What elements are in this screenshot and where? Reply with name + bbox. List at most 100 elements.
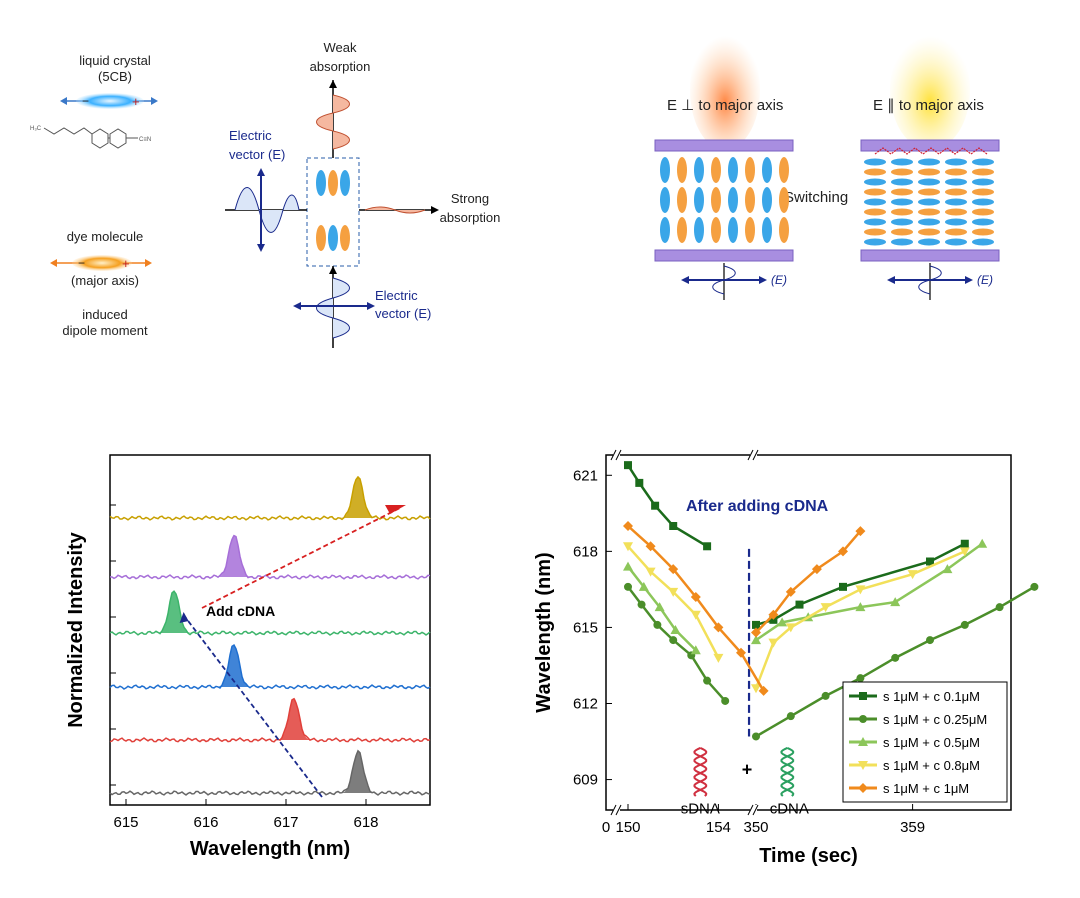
spectrum-peak bbox=[154, 591, 194, 633]
data-point bbox=[926, 557, 934, 566]
y-axis-label: Normalized Intensity bbox=[65, 531, 87, 727]
strong-absorption-label-2: absorption bbox=[439, 210, 501, 225]
spectrum-line bbox=[109, 644, 431, 690]
data-point bbox=[890, 597, 901, 607]
lc-molecule bbox=[694, 157, 704, 183]
y-tick-label: 612 bbox=[573, 696, 598, 713]
lc-molecule bbox=[918, 198, 940, 206]
lc-molecule bbox=[972, 208, 994, 216]
lc-molecule bbox=[762, 217, 772, 243]
plus-sign: + bbox=[742, 759, 753, 779]
legend-label: s 1μM + c 0.1μM bbox=[883, 689, 980, 704]
data-point bbox=[669, 522, 678, 530]
data-point bbox=[768, 609, 779, 620]
lc-molecule bbox=[745, 187, 755, 213]
lc-molecule bbox=[918, 168, 940, 176]
data-point bbox=[820, 603, 831, 613]
data-point bbox=[891, 653, 900, 662]
lc-molecule bbox=[711, 187, 721, 213]
data-point bbox=[811, 564, 822, 575]
lc-molecule bbox=[660, 187, 670, 213]
data-point bbox=[653, 620, 662, 629]
y-tick-label: 609 bbox=[573, 772, 598, 789]
data-point bbox=[855, 602, 866, 612]
after-cdna-annotation: After adding cDNA bbox=[686, 498, 829, 515]
lc-molecule bbox=[745, 217, 755, 243]
data-point bbox=[638, 581, 649, 591]
lc-molecule bbox=[864, 228, 886, 236]
lc-molecule bbox=[945, 168, 967, 176]
data-point bbox=[645, 567, 656, 577]
lc-molecule bbox=[891, 168, 913, 176]
lc-sub-label: (5CB) bbox=[98, 69, 132, 84]
data-point bbox=[751, 684, 761, 694]
lc-molecule bbox=[918, 178, 940, 186]
lc-molecule bbox=[677, 187, 687, 213]
switching-label: Switching bbox=[784, 189, 849, 206]
axis-break bbox=[752, 804, 759, 816]
data-point bbox=[751, 627, 761, 638]
mol-h-label: H₃C bbox=[30, 126, 42, 132]
y-tick-label: 621 bbox=[573, 467, 598, 484]
spectrum-peak bbox=[214, 645, 254, 687]
lc-molecule bbox=[891, 228, 913, 236]
series-line bbox=[755, 530, 862, 634]
strong-absorption-label-1: Strong bbox=[450, 191, 490, 206]
data-point bbox=[624, 461, 632, 470]
legend-label: s 1μM + c 0.5μM bbox=[883, 735, 980, 750]
lc-molecule bbox=[972, 218, 994, 226]
axis-break-mask bbox=[613, 450, 620, 460]
y-tick-label: 618 bbox=[573, 543, 598, 560]
lc-cell-perp: (E) bbox=[654, 139, 794, 300]
dipole-label: dipole moment bbox=[62, 323, 148, 338]
blue-dashed-arrow bbox=[182, 614, 323, 798]
y-tick-label: 615 bbox=[573, 619, 598, 636]
data-point bbox=[858, 737, 868, 746]
data-point bbox=[1030, 582, 1039, 591]
data-point bbox=[751, 635, 761, 645]
lc-molecule bbox=[891, 178, 913, 186]
data-point bbox=[858, 761, 868, 770]
data-point bbox=[858, 783, 868, 793]
data-point bbox=[839, 582, 847, 591]
electric-vector-label-1b: vector (E) bbox=[229, 147, 286, 162]
data-point bbox=[645, 541, 656, 552]
x-tick-label: 618 bbox=[353, 814, 378, 831]
cdna-label: cDNA bbox=[770, 800, 809, 817]
lc-label: liquid crystal bbox=[79, 53, 151, 68]
plot-frame bbox=[109, 454, 431, 806]
data-point bbox=[690, 645, 701, 655]
lc-molecule bbox=[918, 158, 940, 166]
lc-molecule bbox=[779, 187, 789, 213]
data-point bbox=[713, 622, 724, 633]
lc-molecule bbox=[864, 198, 886, 206]
e-label-para: (E) bbox=[977, 273, 993, 287]
axis-break-mask bbox=[750, 805, 757, 815]
major-axis-label: (major axis) bbox=[71, 273, 139, 288]
wavelength-time-chart: 609 612 615 618 621 0 150 154 350 359 Time (sec) Wa… bbox=[533, 449, 1039, 867]
lc-molecule bbox=[694, 217, 704, 243]
dye-molecule-icon: − + bbox=[50, 255, 152, 271]
svg-text:+: + bbox=[122, 256, 130, 271]
x-tick-label: 150 bbox=[615, 819, 640, 836]
absorption-schematic bbox=[225, 80, 439, 348]
lc-molecule bbox=[945, 208, 967, 216]
x-axis-label: Wavelength (nm) bbox=[190, 838, 350, 860]
weak-absorption-label-2: absorption bbox=[309, 59, 371, 74]
data-point bbox=[669, 636, 678, 645]
spectrum-peak bbox=[338, 751, 378, 793]
data-point bbox=[785, 586, 796, 597]
lc-molecule bbox=[864, 218, 886, 226]
lc-molecule bbox=[728, 187, 738, 213]
axis-break bbox=[610, 449, 617, 461]
data-point bbox=[785, 623, 796, 633]
data-point bbox=[623, 521, 633, 531]
data-point bbox=[960, 620, 969, 629]
lc-molecule bbox=[972, 178, 994, 186]
data-point bbox=[713, 653, 724, 663]
lc-molecule bbox=[728, 157, 738, 183]
data-point bbox=[786, 712, 795, 721]
axis-break-mask bbox=[750, 450, 757, 460]
spectrum-peak bbox=[214, 535, 254, 577]
